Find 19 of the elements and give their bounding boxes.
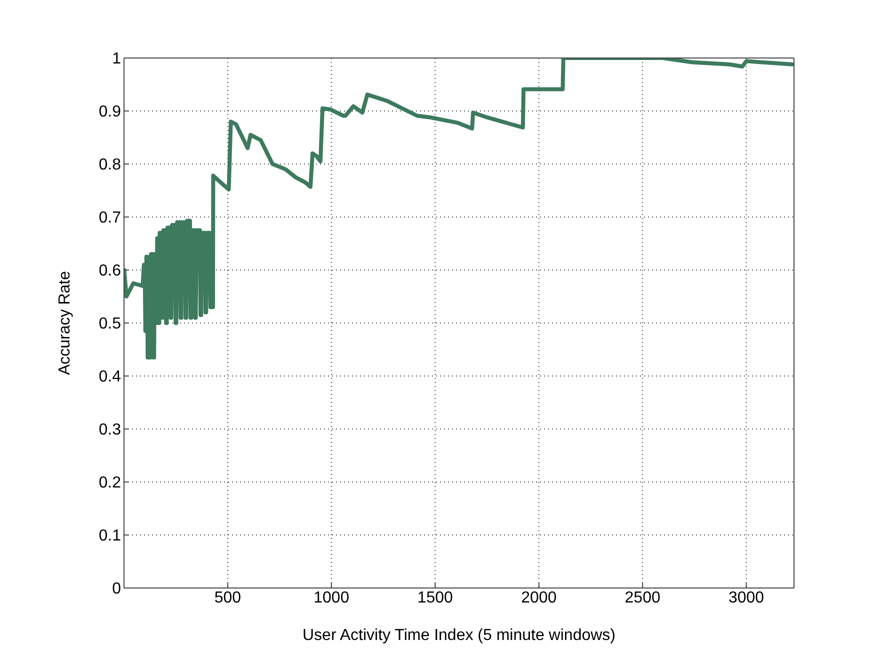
x-tick-label: 2000 xyxy=(521,589,557,606)
y-tick-label: 0.4 xyxy=(98,368,122,386)
y-tick-label: 0.5 xyxy=(98,316,122,333)
y-tick-label: 0.2 xyxy=(98,474,122,492)
y-tick-label: 0.8 xyxy=(98,156,122,174)
y-tick-label: 1 xyxy=(112,50,122,68)
y-tick-label: 0 xyxy=(112,580,122,598)
y-axis-title: Accuracy Rate xyxy=(56,270,74,376)
x-tick-label: 3000 xyxy=(728,589,764,606)
y-tick-label: 0.6 xyxy=(98,262,122,280)
x-tick-label: 500 xyxy=(214,589,242,606)
x-tick-label: 1000 xyxy=(314,589,350,606)
y-tick-label: 0.3 xyxy=(98,422,122,439)
y-tick-label: 0.1 xyxy=(98,528,122,545)
y-tick-label: 0.9 xyxy=(98,104,122,121)
x-tick-label: 1500 xyxy=(417,589,454,606)
x-axis-title: User Activity Time Index (5 minute windows) xyxy=(302,627,616,644)
y-tick-label: 0.7 xyxy=(98,210,122,227)
x-tick-label: 2500 xyxy=(624,589,660,606)
